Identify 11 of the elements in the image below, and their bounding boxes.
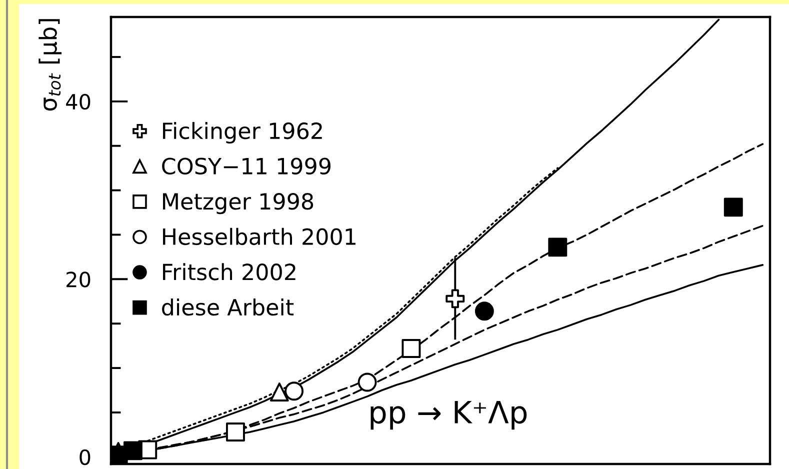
- legend-label: COSY−11 1999: [162, 158, 330, 175]
- legend-label: Fickinger 1962: [163, 122, 322, 144]
- legend-label: Fritsch 2002: [163, 263, 296, 280]
- annotation: pp → K⁺Λp: [370, 400, 527, 430]
- y-tick-label: 20: [66, 272, 90, 288]
- legend-label: Hesselbarth 2001: [163, 228, 356, 246]
- y-tick-label: 40: [66, 94, 90, 110]
- legend-label: diese Arbeit: [162, 298, 294, 316]
- legend-label: Metzger 1998: [163, 192, 314, 214]
- y-tick-label: 0: [80, 449, 90, 466]
- y-axis-title: σ$_{tot}$ [μb]: [38, 19, 62, 111]
